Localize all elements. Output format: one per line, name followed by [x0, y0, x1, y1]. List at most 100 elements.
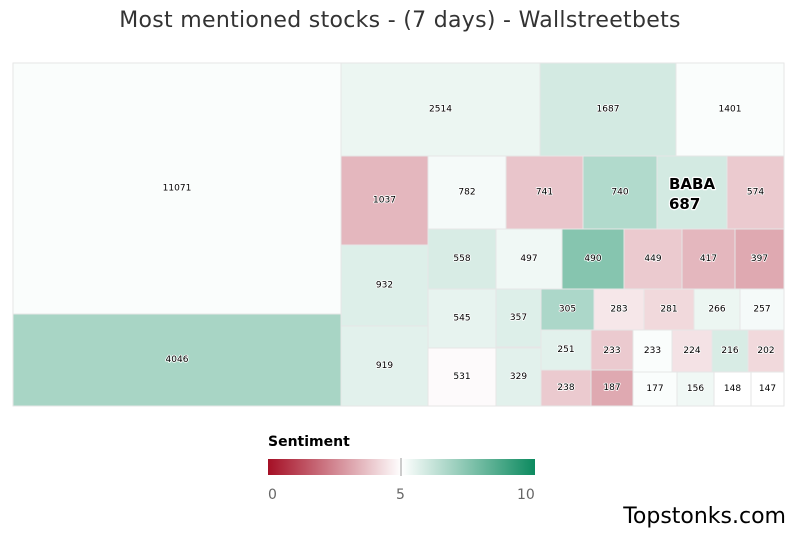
treemap-cell: 238	[540, 369, 592, 407]
treemap-cell-rect	[427, 155, 507, 230]
treemap-cell: 357	[495, 288, 542, 348]
treemap-cell: 919	[340, 325, 429, 407]
treemap-cell-rect	[495, 347, 542, 407]
treemap-cell-rect	[623, 228, 683, 290]
treemap-cell: 1687	[539, 62, 677, 157]
treemap-cell: 531	[427, 347, 497, 407]
treemap-cell-label: 545	[453, 314, 470, 324]
treemap-cell-rect	[12, 313, 342, 407]
treemap-cell: 224	[671, 329, 713, 373]
treemap-cell-rect	[539, 62, 677, 157]
treemap-cell: 257	[739, 288, 785, 331]
treemap-cell-label: 497	[520, 254, 537, 264]
treemap-cell: 545	[427, 288, 497, 349]
treemap-cell-label: 1687	[597, 105, 620, 115]
treemap-cell: 147	[750, 371, 785, 407]
treemap-cell: 283	[593, 288, 645, 331]
legend-tick-max: 10	[517, 487, 535, 503]
treemap-cell-label: 281	[660, 305, 677, 315]
treemap-cell: 497	[495, 228, 563, 290]
treemap-cell-label: 329	[510, 372, 527, 382]
treemap-cell-label: 187	[603, 383, 620, 393]
treemap-cell-rect	[693, 288, 741, 331]
treemap-cell-label: 740	[611, 188, 628, 198]
treemap-cell-label: 1037	[373, 196, 396, 206]
treemap-cell: 148	[713, 371, 752, 407]
treemap-cell-label: BABA 687	[669, 175, 715, 213]
treemap-cell-label: 177	[646, 384, 663, 394]
treemap-cell-label: 147	[759, 384, 776, 394]
treemap-cell-label: 233	[603, 346, 620, 356]
treemap-cell: 574	[726, 155, 785, 230]
treemap-cell: 266	[693, 288, 741, 331]
treemap-cell-label: 490	[584, 254, 601, 264]
treemap-cell-label: 357	[510, 313, 527, 323]
treemap-cell-label: 156	[687, 384, 704, 394]
treemap-cell-label: 397	[751, 254, 768, 264]
legend-tick-mid: 5	[396, 487, 405, 503]
treemap-cell-label: 558	[453, 254, 470, 264]
treemap-cell-rect	[540, 288, 595, 331]
treemap-cell-label: 224	[683, 346, 700, 356]
treemap-cell: 558	[427, 228, 497, 290]
treemap-cell: 329	[495, 347, 542, 407]
treemap-cell-rect	[495, 288, 542, 348]
treemap-cell: 4046	[12, 313, 342, 407]
treemap-cell-label: 305	[559, 305, 576, 315]
treemap-cell-label: 238	[557, 383, 574, 393]
treemap-cell: 490	[561, 228, 625, 290]
treemap-cell-rect	[427, 347, 497, 407]
treemap-cell-label: 257	[753, 305, 770, 315]
treemap-cell: 1401	[675, 62, 785, 157]
treemap-cell-rect	[505, 155, 584, 230]
treemap-cell-rect	[561, 228, 625, 290]
treemap-cell: 932	[340, 244, 429, 327]
sentiment-colorbar	[268, 458, 535, 476]
treemap-cell-label: 283	[610, 305, 627, 315]
treemap-cell: 2514	[340, 62, 541, 157]
treemap-cell-label: 202	[757, 346, 774, 356]
treemap-cell-label: 417	[700, 254, 717, 264]
colorbar-mid-marker	[400, 458, 402, 476]
treemap-cell: 177	[632, 371, 678, 407]
treemap-cell: 782	[427, 155, 507, 230]
legend-title: Sentiment	[268, 434, 350, 450]
treemap-cell-rect	[12, 62, 342, 315]
treemap-cell-rect	[750, 371, 785, 407]
treemap-cell-rect	[671, 329, 713, 373]
treemap-cell: 417	[681, 228, 736, 290]
treemap-cell-label: 148	[724, 384, 741, 394]
treemap-cell: 11071	[12, 62, 342, 315]
treemap-cell: 281	[643, 288, 695, 331]
treemap-cell-rect	[590, 369, 634, 407]
treemap-cell-rect	[340, 62, 541, 157]
treemap-cell: 1037	[340, 155, 429, 246]
treemap-cell-rect	[540, 329, 592, 371]
treemap-cell-label: 233	[644, 346, 661, 356]
treemap-cell-rect	[656, 155, 728, 230]
treemap-cell-label: 919	[376, 361, 393, 371]
treemap-cell: 187	[590, 369, 634, 407]
treemap-cell: 251	[540, 329, 592, 371]
treemap-cell-rect	[590, 329, 634, 373]
treemap-cell-rect	[747, 329, 785, 373]
treemap-cell: 397	[734, 228, 785, 290]
treemap-cell-label: 531	[453, 372, 470, 382]
brand-watermark: Topstonks.com	[623, 504, 786, 529]
treemap-cell-label: 266	[708, 305, 725, 315]
treemap-cell-rect	[643, 288, 695, 331]
treemap-cell-label: 11071	[163, 184, 192, 194]
treemap-cell-rect	[340, 244, 429, 327]
treemap-cell: 305	[540, 288, 595, 331]
treemap-cell: 202	[747, 329, 785, 373]
treemap-cell: 233	[632, 329, 673, 373]
treemap-cell: 156	[676, 371, 715, 407]
treemap-cell-rect	[726, 155, 785, 230]
treemap-cell: 216	[711, 329, 749, 373]
treemap-cell-label: 932	[376, 281, 393, 291]
treemap-cell-rect	[582, 155, 658, 230]
treemap-cell-label: 2514	[429, 105, 452, 115]
treemap-cell-rect	[340, 325, 429, 407]
chart-title: Most mentioned stocks - (7 days) - Walls…	[119, 8, 681, 33]
legend-tick-min: 0	[268, 487, 277, 503]
